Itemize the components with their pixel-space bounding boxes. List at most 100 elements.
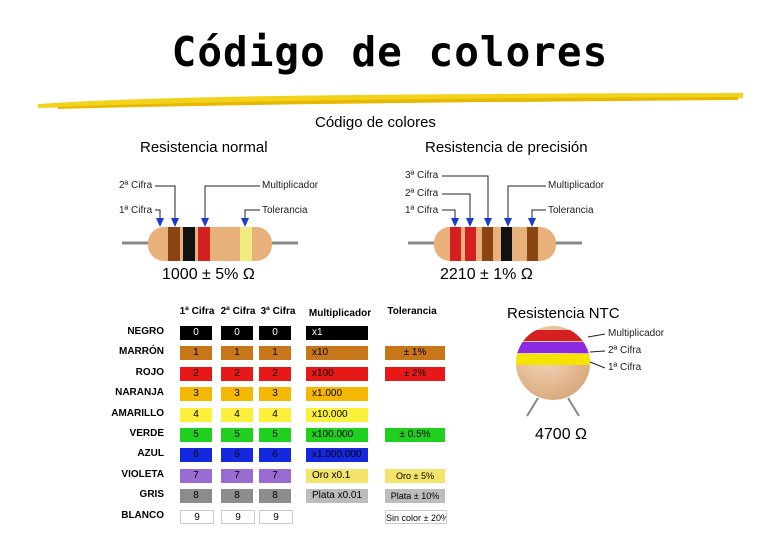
precision-band-5 (527, 227, 538, 261)
ntc-value: 4700 Ω (535, 426, 587, 443)
tolerance-cell: Sin color ± 20% (385, 509, 447, 524)
precision-band-1 (450, 227, 461, 261)
tolerance-cell: ± 2% (385, 366, 445, 381)
digit1-cell: 0 (180, 326, 212, 340)
title-underline (38, 93, 743, 109)
ntc-digit1-label: 1ª Cifra (608, 362, 642, 373)
digit3-cell: 3 (259, 387, 291, 402)
normal-digit2-label: 2ª Cifra (119, 180, 153, 191)
digit2-cell: 8 (221, 489, 253, 504)
normal-band-3 (198, 227, 210, 261)
header-digit2: 2ª Cifra (220, 306, 256, 317)
row-name: BLANCO (121, 509, 164, 521)
digit1-cell: 5 (180, 428, 212, 442)
ntc-band-1 (516, 330, 590, 341)
normal-tolerance-label: Tolerancia (262, 205, 308, 216)
precision-band-3 (482, 227, 493, 261)
digit2-cell: 6 (221, 448, 253, 463)
digit3-cell: 0 (259, 326, 291, 340)
row-name: NEGRO (127, 326, 164, 337)
digit3-cell: 7 (259, 468, 291, 483)
multiplier-cell: x1.000 (306, 387, 368, 402)
multiplier-cell: Plata x0.01 (306, 489, 368, 504)
precision-heading: Resistencia de precisión (425, 139, 588, 156)
row-name: ROJO (135, 366, 164, 378)
digit1-cell: 2 (180, 366, 212, 381)
digit3-cell: 2 (259, 366, 291, 381)
normal-band-4 (240, 227, 252, 261)
digit3-cell: 9 (259, 509, 293, 524)
tolerance-cell: Oro ± 5% (385, 468, 445, 483)
multiplier-cell: x100.000 (306, 428, 368, 442)
header-multiplier: Multiplicador (308, 308, 372, 319)
digit1-cell: 8 (180, 489, 212, 504)
header-digit1: 1ª Cifra (179, 306, 215, 317)
digit2-cell: 3 (221, 387, 253, 402)
precision-digit1-label: 1ª Cifra (405, 205, 439, 216)
diagram-subtitle: Código de colores (315, 114, 436, 131)
multiplier-cell: x10.000 (306, 407, 368, 422)
normal-value: 1000 ± 5% Ω (162, 266, 255, 283)
normal-band-2 (183, 227, 195, 261)
precision-band-2 (465, 227, 476, 261)
precision-tolerance-label: Tolerancia (548, 205, 594, 216)
normal-band-1 (168, 227, 180, 261)
row-name: MARRÓN (119, 346, 164, 358)
digit3-cell: 6 (259, 448, 291, 463)
multiplier-cell: x10 (306, 346, 368, 361)
digit1-cell: 3 (180, 387, 212, 402)
ntc-heading: Resistencia NTC (507, 305, 620, 322)
multiplier-cell: x100 (306, 366, 368, 381)
precision-bands (450, 227, 538, 261)
row-name: VIOLETA (121, 468, 164, 480)
digit1-cell: 6 (180, 448, 212, 463)
row-name: GRIS (139, 489, 164, 501)
digit1-cell: 7 (180, 468, 212, 483)
digit1-cell: 4 (180, 407, 212, 422)
tolerance-cell: Plata ± 10% (385, 489, 445, 504)
normal-bands (168, 227, 252, 261)
digit3-cell: 4 (259, 407, 291, 422)
digit2-cell: 4 (221, 407, 253, 422)
precision-band-4 (501, 227, 512, 261)
digit3-cell: 1 (259, 346, 291, 361)
precision-digit3-label: 3ª Cifra (405, 170, 439, 181)
multiplier-cell: x1.000.000 (306, 448, 368, 463)
multiplier-cell: Oro x0.1 (306, 468, 368, 483)
digit2-cell: 2 (221, 366, 253, 381)
digit2-cell: 9 (221, 509, 255, 524)
normal-digit1-label: 1ª Cifra (119, 205, 153, 216)
header-tolerance: Tolerancia (387, 306, 437, 317)
tolerance-cell: ± 1% (385, 346, 445, 361)
precision-resistor-body (434, 227, 556, 261)
ntc-band-3 (516, 354, 590, 365)
multiplier-cell: x1 (306, 326, 368, 340)
digit2-cell: 5 (221, 428, 253, 442)
row-name: AZUL (137, 448, 164, 460)
digit3-cell: 8 (259, 489, 291, 504)
row-name: AMARILLO (111, 407, 164, 419)
precision-digit2-label: 2ª Cifra (405, 188, 439, 199)
ntc-digit2-label: 2ª Cifra (608, 345, 642, 356)
normal-heading: Resistencia normal (140, 139, 268, 156)
digit1-cell: 1 (180, 346, 212, 361)
digit2-cell: 0 (221, 326, 253, 340)
digit3-cell: 5 (259, 428, 291, 442)
ntc-multiplier-label: Multiplicador (608, 328, 665, 339)
precision-value: 2210 ± 1% Ω (440, 266, 533, 283)
precision-multiplier-label: Multiplicador (548, 180, 605, 191)
slide-title: Código de colores (171, 28, 609, 76)
ntc-band-2 (516, 342, 590, 353)
normal-multiplier-label: Multiplicador (262, 180, 319, 191)
digit2-cell: 7 (221, 468, 253, 483)
row-name: NARANJA (115, 387, 164, 399)
tolerance-cell: ± 0.5% (385, 428, 445, 442)
digit2-cell: 1 (221, 346, 253, 361)
ntc-bands (516, 330, 590, 365)
digit1-cell: 9 (180, 509, 214, 524)
header-digit3: 3ª Cifra (260, 306, 296, 317)
row-name: VERDE (129, 428, 164, 439)
